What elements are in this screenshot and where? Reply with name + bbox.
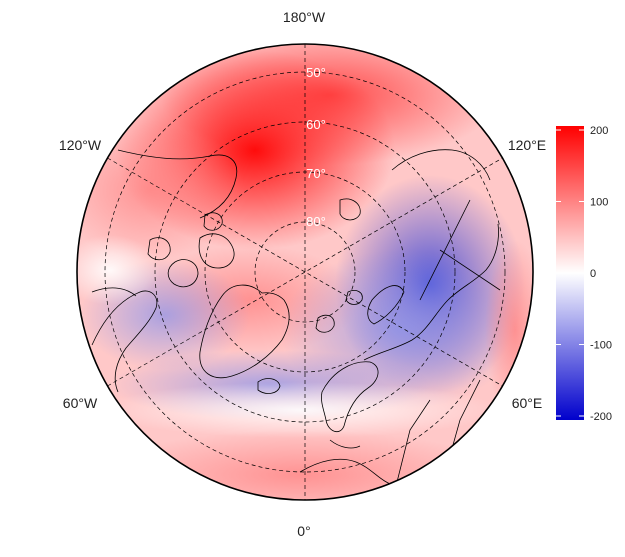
field-shading bbox=[77, 44, 533, 500]
lon-label-lower-left: 60°W bbox=[63, 395, 98, 411]
parallel-50 bbox=[104, 71, 506, 473]
lon-label-top: 180°W bbox=[283, 9, 326, 25]
meridian-60W-120E bbox=[107, 157, 503, 387]
lon-label-upper-right: 120°E bbox=[508, 137, 546, 153]
svalbard-coast bbox=[315, 314, 335, 333]
colorbar-ticks: 200 100 0 -100 -200 bbox=[556, 125, 612, 423]
chukotka-coast bbox=[391, 149, 491, 181]
parallel-80 bbox=[254, 221, 356, 323]
new-siberian-coast bbox=[339, 198, 361, 221]
lat-label-50: 50° bbox=[306, 65, 326, 80]
country-borders bbox=[395, 199, 501, 487]
neutral-band-south bbox=[100, 382, 500, 438]
lat-label-80: 80° bbox=[306, 214, 326, 229]
greenland-coast bbox=[199, 284, 290, 378]
arctic-island-coast bbox=[203, 212, 223, 231]
lat-label-60: 60° bbox=[306, 117, 326, 132]
positive-anomaly-europe bbox=[100, 430, 500, 500]
victoria-coast bbox=[147, 237, 171, 261]
novaya-zemlya-coast bbox=[367, 285, 405, 325]
positive-anomaly-east bbox=[485, 240, 533, 420]
franz-josef-coast bbox=[345, 290, 363, 305]
colorbar-tick-label: 100 bbox=[590, 197, 608, 209]
parallel-60 bbox=[154, 121, 456, 423]
map-boundary bbox=[76, 43, 534, 501]
north-america-coast bbox=[91, 290, 158, 393]
alaska-coast bbox=[117, 149, 238, 219]
baffin-coast bbox=[167, 259, 199, 288]
hudson-coast bbox=[91, 287, 137, 297]
eurasia-coast bbox=[363, 223, 499, 361]
graticule bbox=[104, 44, 506, 500]
lon-label-bottom: 0° bbox=[297, 523, 310, 539]
scandinavia-coast bbox=[321, 361, 379, 433]
colorbar-tick-label: 0 bbox=[590, 268, 596, 280]
baltic-coast bbox=[329, 439, 361, 449]
colorbar-tick-label: -200 bbox=[590, 411, 612, 423]
iceland-coast bbox=[257, 378, 281, 394]
lon-label-upper-left: 120°W bbox=[59, 137, 102, 153]
neutral-band-west bbox=[77, 235, 160, 305]
meridian-120W-60E bbox=[107, 157, 503, 387]
lat-label-70: 70° bbox=[306, 166, 326, 181]
lon-label-lower-right: 60°E bbox=[512, 395, 543, 411]
colorbar-tick-label: 200 bbox=[590, 125, 608, 137]
colorbar: 200 100 0 -100 -200 bbox=[556, 125, 612, 423]
ellesmere-coast bbox=[198, 233, 235, 269]
colorbar-tick-label: -100 bbox=[590, 340, 612, 352]
coastlines bbox=[91, 149, 501, 488]
